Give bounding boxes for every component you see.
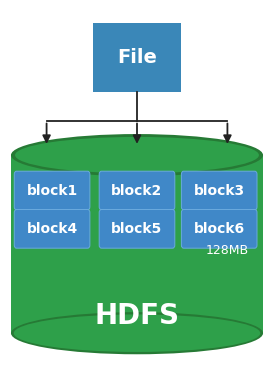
Ellipse shape [14, 314, 260, 352]
FancyBboxPatch shape [99, 210, 175, 248]
Text: block4: block4 [26, 222, 78, 236]
Text: block3: block3 [194, 183, 245, 198]
Text: File: File [117, 48, 157, 67]
Bar [11, 155, 263, 333]
FancyBboxPatch shape [14, 210, 90, 248]
Text: block5: block5 [111, 222, 163, 236]
Ellipse shape [11, 312, 263, 354]
Text: HDFS: HDFS [95, 302, 179, 330]
FancyBboxPatch shape [14, 171, 90, 210]
Text: block2: block2 [111, 183, 163, 198]
FancyBboxPatch shape [99, 171, 175, 210]
FancyBboxPatch shape [181, 210, 257, 248]
Text: block6: block6 [194, 222, 245, 236]
FancyBboxPatch shape [93, 23, 181, 92]
Text: block1: block1 [26, 183, 78, 198]
FancyBboxPatch shape [181, 171, 257, 210]
Ellipse shape [15, 137, 259, 173]
Ellipse shape [11, 134, 263, 176]
Text: 128MB: 128MB [206, 244, 249, 257]
